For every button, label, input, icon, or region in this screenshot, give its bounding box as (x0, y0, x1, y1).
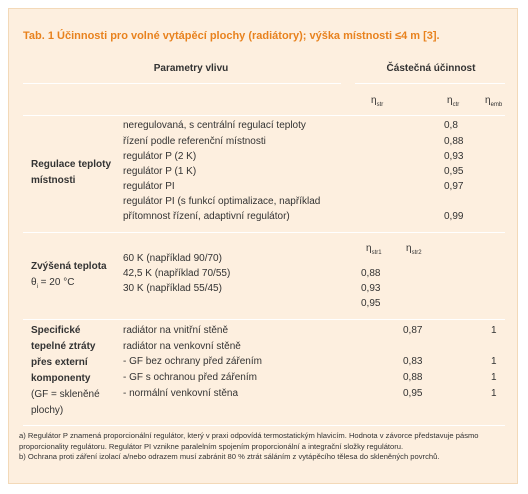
value: 1 (491, 388, 497, 399)
table-title: Tab. 1 Účinnosti pro volné vytápěcí ploc… (23, 30, 440, 42)
value: 0,95 (444, 166, 464, 177)
table-page: a) Regulátor P znamená proporcionální re… (8, 8, 518, 484)
section-label: místnosti (31, 175, 76, 186)
footnotes: a) Regulátor P znamená proporcionální re… (19, 431, 509, 463)
value: 1 (491, 372, 497, 383)
subscript: str (376, 102, 384, 108)
row-text: 60 K (například 90/70) (123, 253, 222, 264)
section-note: (GF = skleněné (31, 389, 100, 400)
value: 0,97 (444, 181, 464, 192)
subscript: ctr (452, 102, 460, 108)
divider (23, 232, 505, 233)
row-text: řízení podle referenční místnosti (123, 136, 266, 147)
subscript: str2 (411, 250, 422, 256)
footnote-marker: a) (19, 431, 26, 440)
section-label: Regulace teploty (31, 159, 112, 170)
row-text: - GF bez ochrany před zářením (123, 356, 262, 367)
column-header: Parametry vlivu (153, 63, 229, 74)
row-text: regulátor PI (s funkcí optimalizace, nap… (123, 196, 321, 207)
value: 0,93 (361, 283, 381, 294)
section-note: plochy) (31, 405, 64, 416)
section-label-symbol: θi = 20 °C (31, 277, 74, 293)
row-text: neregulovaná, s centrální regulací teplo… (123, 120, 306, 131)
symbol: η (371, 95, 377, 106)
value: 1 (491, 325, 497, 336)
value: 0,87 (403, 325, 423, 336)
symbol: η (406, 243, 412, 254)
symbol: η (485, 95, 491, 106)
subscript: str1 (371, 250, 382, 256)
symbol: η (447, 95, 453, 106)
row-text: radiátor na vnitřní stěně (123, 325, 229, 336)
footnote-text: Regulátor P znamená proporcionální regul… (19, 431, 479, 451)
value: 0,88 (361, 268, 381, 279)
subscript: emb (490, 102, 503, 108)
divider (23, 319, 505, 320)
section-label: komponenty (31, 373, 91, 384)
footnote-marker: b) (19, 452, 26, 461)
value: 0,99 (444, 211, 464, 222)
value: 0,8 (444, 120, 458, 131)
section-label: tepelné ztráty (31, 341, 96, 352)
row-text: regulátor PI (123, 181, 175, 192)
divider (23, 83, 341, 84)
value: 0,88 (403, 372, 423, 383)
footnote: a) Regulátor P znamená proporcionální re… (19, 431, 509, 452)
column-symbol: ηstr1 (366, 243, 382, 259)
footnote: b) Ochrana proti záření izolací a/nebo o… (19, 452, 509, 463)
symbol: θ (31, 277, 37, 288)
section-label: Specifické (31, 325, 81, 336)
row-text: - GF s ochranou před zářením (123, 372, 257, 383)
row-text: regulátor P (2 K) (123, 151, 197, 162)
row-text: regulátor P (1 K) (123, 166, 197, 177)
row-text: radiátor na venkovní stěně (123, 341, 241, 352)
symbol: η (366, 243, 372, 254)
value: 0,95 (361, 298, 381, 309)
divider (23, 425, 505, 426)
column-header: Částečná účinnost (386, 63, 476, 74)
value: 0,83 (403, 356, 423, 367)
row-text: 30 K (například 55/45) (123, 283, 222, 294)
divider (355, 83, 505, 84)
subscript: i (36, 284, 38, 290)
value: 0,95 (403, 388, 423, 399)
column-symbol: ηctr (447, 95, 459, 111)
value: 0,93 (444, 151, 464, 162)
row-text: 42,5 K (například 70/55) (123, 268, 231, 279)
column-symbol: ηstr2 (406, 243, 422, 259)
divider (23, 115, 505, 116)
column-symbol: ηemb (485, 95, 502, 111)
value: 1 (491, 356, 497, 367)
section-label: přes externí (31, 357, 88, 368)
row-text: přítomnost řízení, adaptivní regulátor) (123, 211, 290, 222)
value: 0,88 (444, 136, 464, 147)
column-symbol: ηstr (371, 95, 383, 111)
footnote-text: Ochrana proti záření izolací a/nebo odra… (27, 452, 440, 461)
symbol-text: = 20 °C (37, 277, 75, 288)
section-label: Zvýšená teplota (31, 261, 107, 272)
row-text: - normální venkovní stěna (123, 388, 239, 399)
